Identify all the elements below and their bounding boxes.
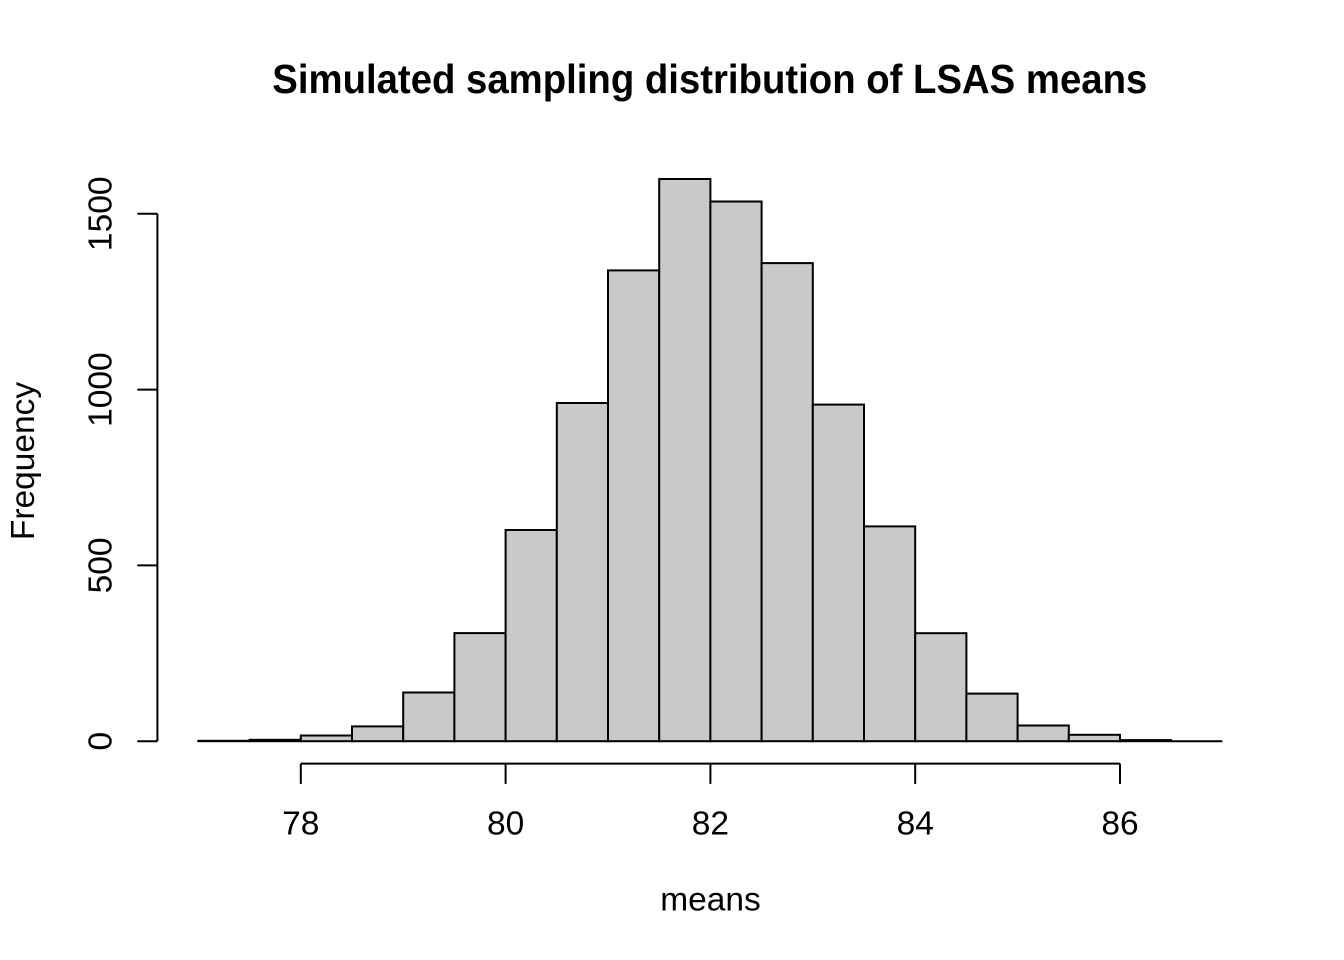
svg-text:84: 84 <box>897 805 934 842</box>
svg-text:82: 82 <box>692 805 729 842</box>
svg-text:78: 78 <box>282 805 319 842</box>
svg-text:1500: 1500 <box>82 177 119 252</box>
svg-text:1000: 1000 <box>82 352 119 427</box>
svg-text:0: 0 <box>82 732 119 751</box>
svg-text:Frequency: Frequency <box>5 382 42 541</box>
svg-text:86: 86 <box>1101 805 1138 842</box>
svg-text:Simulated sampling distributio: Simulated sampling distribution of LSAS … <box>272 56 1147 102</box>
svg-text:500: 500 <box>82 537 119 593</box>
svg-text:means: means <box>660 882 761 919</box>
svg-text:80: 80 <box>487 805 524 842</box>
